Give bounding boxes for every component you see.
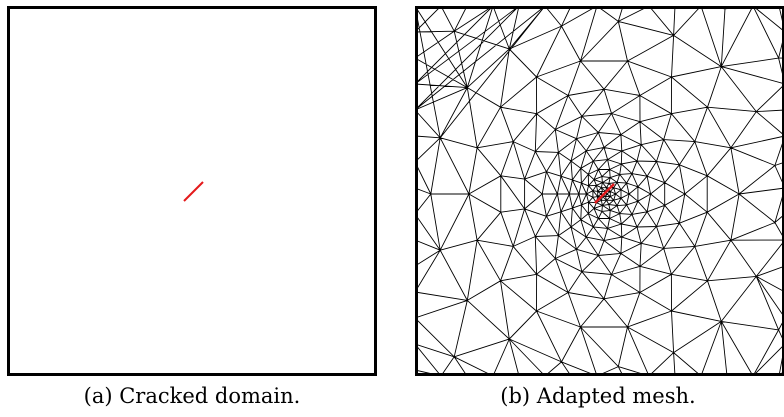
crack-line [594, 183, 615, 204]
caption-cracked-domain: (a) Cracked domain. [83, 384, 301, 408]
caption-adapted-mesh: (b) Adapted mesh. [500, 384, 696, 408]
mesh-edge-path [415, 6, 784, 376]
domain-boundary [7, 6, 377, 376]
mesh-triangles [415, 6, 784, 376]
panel-adapted-mesh [415, 6, 784, 376]
cracked-domain-diagram [7, 6, 377, 376]
crack-line [183, 181, 204, 202]
panel-cracked-domain [7, 6, 377, 376]
adapted-mesh-diagram [415, 6, 784, 376]
